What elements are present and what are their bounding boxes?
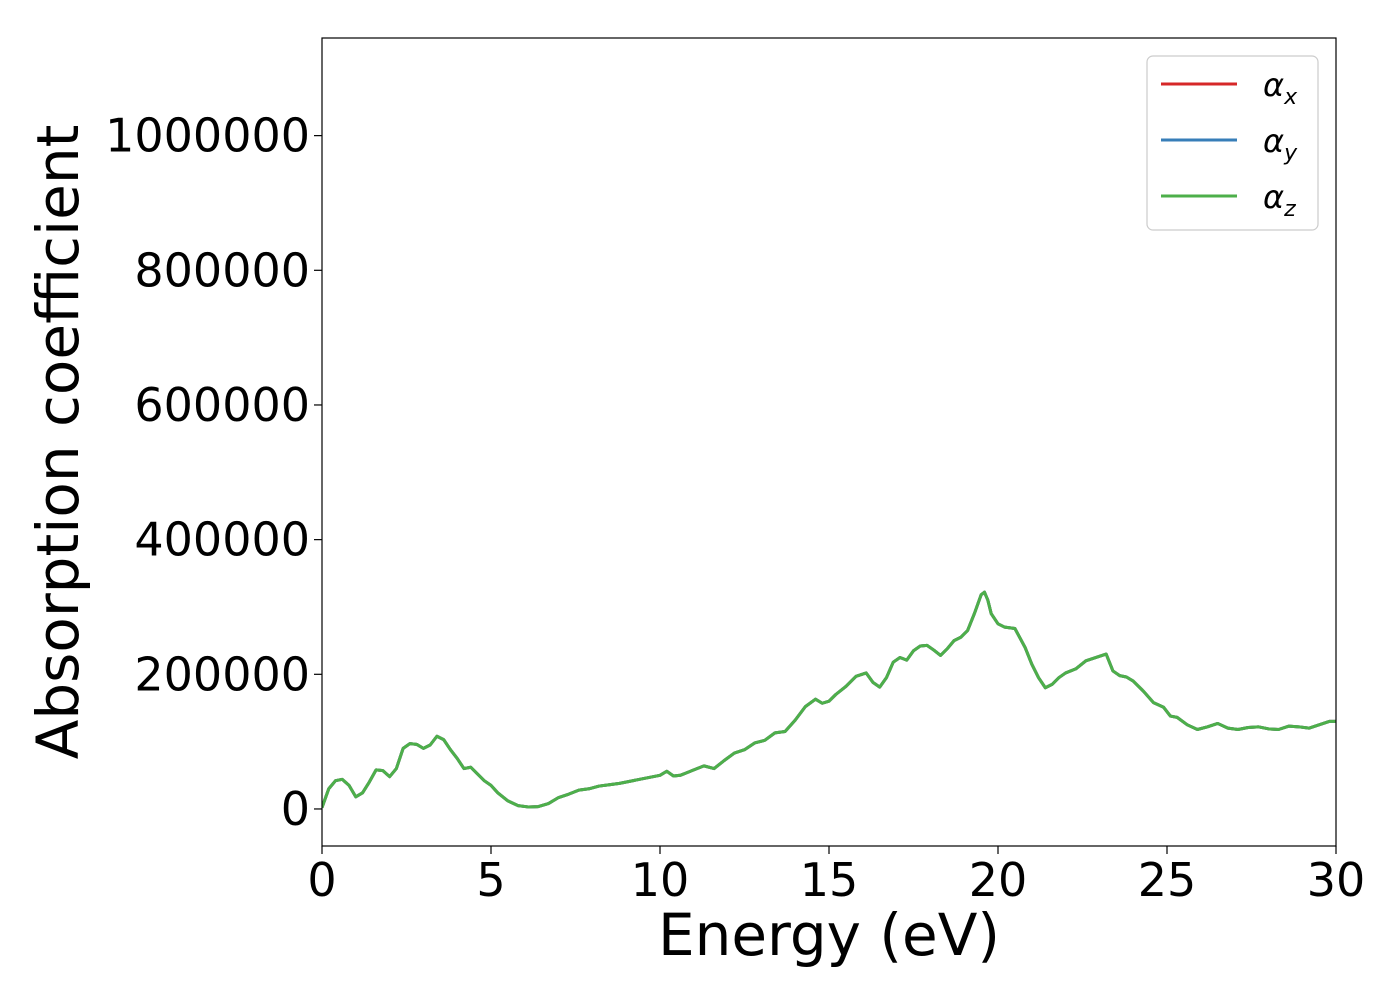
x-axis: 0 5 10 15 20 25 30 <box>307 846 1365 907</box>
y-tick-label: 200000 <box>134 647 310 701</box>
x-tick-label: 0 <box>307 853 336 907</box>
y-tick-label: 400000 <box>134 513 310 567</box>
plot-lines <box>322 590 1336 809</box>
legend-symbol: α <box>1263 178 1284 216</box>
legend-symbol: α <box>1263 66 1284 104</box>
legend-subscript: x <box>1283 85 1298 110</box>
x-axis-title: Energy (eV) <box>658 901 1000 969</box>
y-tick-label: 800000 <box>134 243 310 297</box>
y-tick-label: 1000000 <box>105 109 310 163</box>
x-tick-label: 10 <box>631 853 690 907</box>
legend-subscript: z <box>1283 197 1296 222</box>
legend-label: αz <box>1263 178 1296 222</box>
y-axis-title: Absorption coefficient <box>24 125 92 760</box>
legend-label: αx <box>1263 66 1298 110</box>
x-tick-label: 15 <box>800 853 859 907</box>
legend-box <box>1146 55 1319 231</box>
y-tick-label: 0 <box>281 782 310 836</box>
legend-symbol: α <box>1263 122 1284 160</box>
y-axis: 0 200000 400000 600000 800000 1000000 <box>105 109 322 836</box>
x-tick-label: 5 <box>476 853 505 907</box>
y-tick-label: 600000 <box>134 378 310 432</box>
legend-label: αy <box>1263 122 1298 166</box>
x-tick-label: 20 <box>969 853 1028 907</box>
x-tick-label: 25 <box>1138 853 1197 907</box>
legend-subscript: y <box>1283 141 1298 166</box>
x-tick-label: 30 <box>1307 853 1366 907</box>
series-line-z <box>322 590 1336 809</box>
